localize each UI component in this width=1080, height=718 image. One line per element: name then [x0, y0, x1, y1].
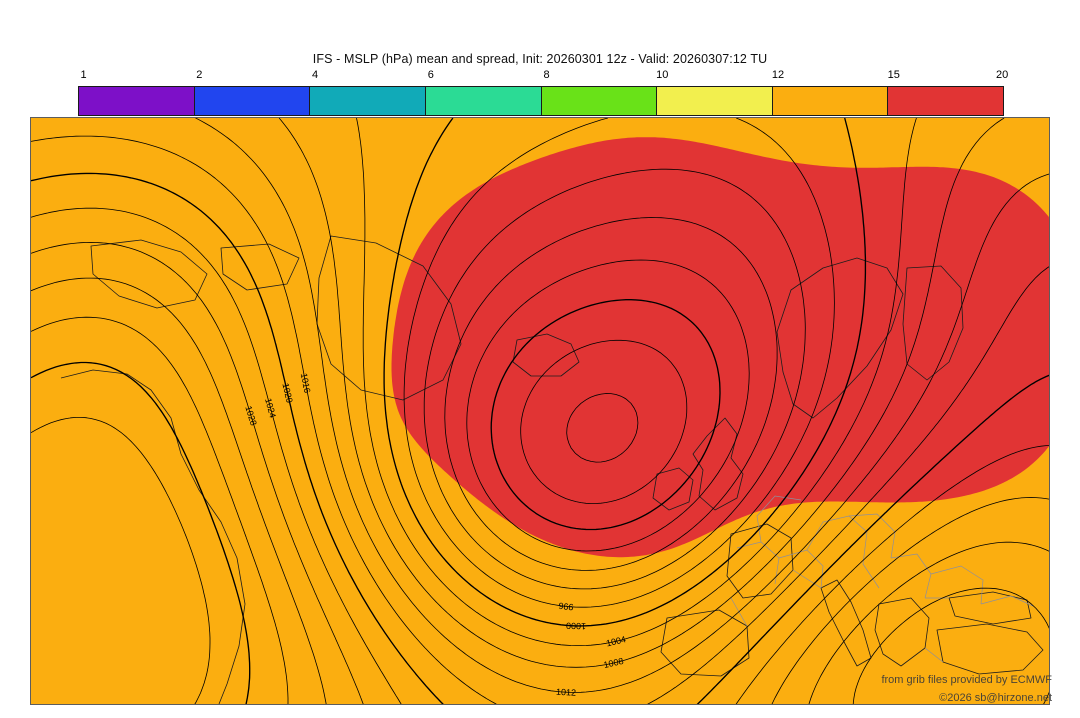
isobar-1024	[31, 207, 402, 704]
country-border-segment	[980, 595, 1034, 607]
colorbar-tick-4: 4	[311, 69, 319, 81]
coastline-segment	[652, 467, 694, 511]
colorbar-tick-8: 8	[543, 69, 550, 81]
colorbar-segment-15-20	[887, 87, 1003, 115]
isobar-1024	[735, 445, 1049, 704]
coastline-segment	[316, 235, 462, 401]
country-border-segment	[890, 553, 932, 599]
isobar-1008	[278, 118, 1005, 668]
isobar-1016	[647, 266, 1049, 704]
coastline-segment	[776, 257, 904, 419]
isobar-1012	[195, 118, 1049, 693]
country-border-segment	[778, 549, 824, 589]
coastline-segment	[948, 591, 1032, 625]
colorbar-tick-20: 20	[996, 69, 1009, 81]
colorbar-segment-4-6	[309, 87, 425, 115]
colorbar-segment-6-8	[424, 87, 541, 115]
coastline-segment	[874, 597, 930, 667]
isobar-976	[520, 339, 688, 504]
country-border-segment	[848, 513, 896, 559]
spread-band-15-20	[391, 137, 1049, 558]
coastline-segment	[902, 265, 964, 381]
page-title: IFS - MSLP (hPa) mean and spread, Init: …	[312, 52, 768, 66]
isobar-1032	[808, 541, 1049, 704]
colorbar-segment-12-15	[771, 87, 888, 115]
coastline-segment	[60, 369, 246, 704]
isobar-label-1008: 1008	[603, 656, 625, 670]
colorbar-segment-10-12	[656, 87, 772, 115]
colorbar-tick-15: 15	[887, 69, 900, 81]
isobar-1032	[31, 277, 327, 704]
country-border-segment	[862, 531, 880, 589]
coastline-segment	[726, 523, 794, 599]
isobar-972	[566, 393, 639, 463]
isobar-contour-layer	[31, 118, 1049, 704]
colorbar-tick-10: 10	[656, 69, 669, 81]
isobar-1036	[31, 316, 289, 704]
colorbar-tick-labels: 1 2 4 6 8 10 12 15 20	[78, 68, 1008, 84]
isobar-980	[490, 299, 721, 531]
isobar-label-1016: 1016	[299, 372, 313, 394]
coastline-segment	[512, 333, 580, 377]
colorbar-segment-8-10	[540, 87, 657, 115]
isobar-1020	[696, 374, 1049, 704]
colorbar: 1 2 4 6 8 10 12 15 20	[78, 69, 1008, 116]
colorbar-segment-1-2	[79, 87, 194, 115]
isobar-label-996: 996	[558, 601, 574, 613]
isobar-1028	[31, 241, 364, 704]
isobar-1036	[852, 587, 1049, 704]
isobar-label-1004: 1004	[605, 634, 627, 648]
colorbar-strip	[78, 86, 1004, 116]
isobar-label-1020: 1020	[280, 382, 294, 404]
isobar-1044	[31, 417, 211, 704]
isobar-1004	[356, 118, 917, 646]
isobar-label-1000: 1000	[566, 621, 586, 632]
coastline-segment	[90, 239, 208, 309]
isobar-1028	[771, 497, 1049, 704]
copyright-watermark: ©2026 sb@hirzone.net	[939, 692, 1052, 704]
colorbar-tick-6: 6	[427, 69, 434, 81]
isobar-1016	[31, 135, 497, 704]
source-watermark: from grib files provided by ECMWF	[881, 674, 1052, 686]
country-border-segment	[736, 541, 780, 585]
spread-shading-layer	[31, 118, 1049, 704]
isobar-1020	[31, 172, 444, 704]
isobar-988	[444, 217, 778, 571]
isobar-1040	[31, 361, 251, 704]
isobar-996	[403, 118, 835, 608]
colorbar-segment-2-4	[193, 87, 310, 115]
coastline-segment	[692, 417, 744, 511]
colorbar-tick-1: 1	[80, 69, 87, 81]
country-border-segment	[924, 647, 944, 663]
colorbar-tick-2: 2	[196, 69, 203, 81]
country-border-segment	[930, 565, 984, 605]
coastline-segment	[936, 623, 1044, 675]
isobar-1036	[1043, 691, 1049, 704]
isobar-984	[466, 259, 750, 552]
isobar-1000	[383, 118, 867, 627]
colorbar-tick-12: 12	[771, 69, 785, 81]
country-border-segment	[792, 569, 822, 589]
isobar-992	[423, 168, 806, 590]
map-panel[interactable]: 996 1000 1004 1008 1012 1016 1020 1024 1028	[30, 117, 1050, 705]
isobar-label-1012: 1012	[556, 687, 577, 698]
coastline-segment	[220, 243, 300, 291]
